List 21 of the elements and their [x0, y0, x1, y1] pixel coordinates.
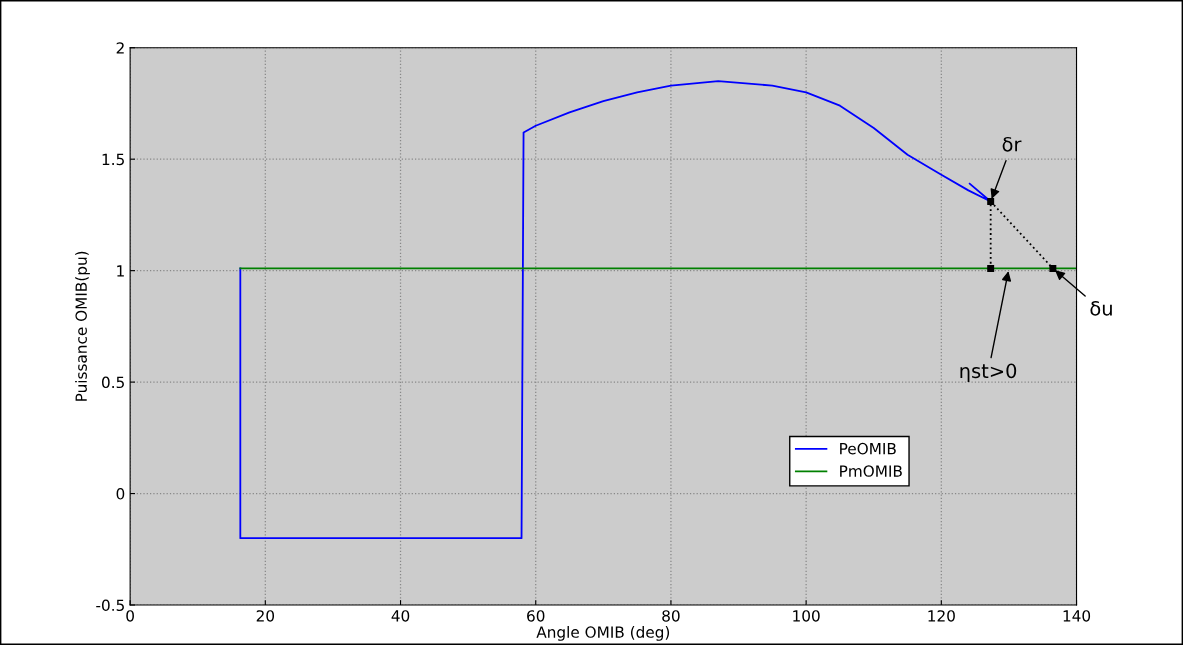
y-tick-label: 0: [116, 488, 125, 500]
x-tick-label: 60: [527, 610, 545, 622]
y-tick-label: -0.5: [96, 599, 124, 612]
annotation: δu: [1090, 301, 1112, 316]
annotation: δr: [1002, 136, 1022, 152]
x-tick-label: 0: [126, 610, 134, 622]
legend-label: PmOMIB: [840, 465, 902, 477]
x-tick-label: 140: [1063, 610, 1091, 622]
y-tick-label: 1.5: [102, 153, 124, 166]
legend-label: PeOMIB: [840, 442, 896, 455]
x-tick-label: 80: [662, 610, 680, 622]
y-tick-label: 2: [116, 42, 124, 54]
x-tick-label: 100: [793, 610, 820, 622]
x-axis-title: Angle OMIB (deg): [536, 626, 670, 641]
y-tick-label: 0.5: [101, 376, 124, 389]
y-axis-title: Puissance OMIB(pu): [75, 251, 90, 401]
x-tick-label: 120: [928, 610, 955, 622]
annotation: ηst>0: [960, 363, 1017, 382]
x-tick-label: 40: [391, 610, 410, 622]
y-tick-label: 1: [117, 265, 124, 277]
x-tick-label: 20: [256, 610, 275, 622]
